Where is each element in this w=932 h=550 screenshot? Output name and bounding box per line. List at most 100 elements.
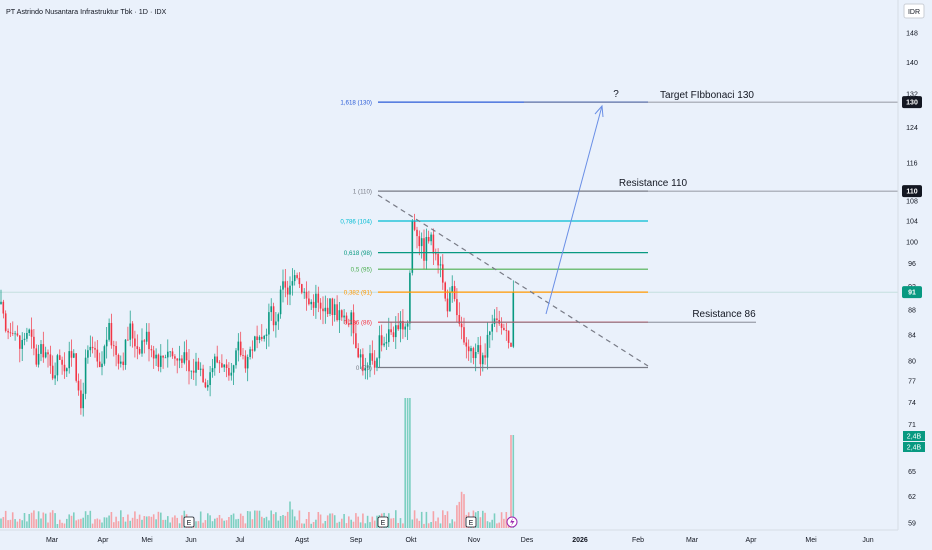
candle-body [279, 289, 282, 315]
volume-bar [199, 511, 202, 528]
candle-body [218, 362, 221, 364]
candle-body [348, 323, 350, 325]
x-tick-label: Des [521, 537, 534, 544]
trend-drawings[interactable] [377, 104, 649, 367]
candle-body [472, 348, 475, 358]
candle-body [399, 320, 402, 330]
candle-body [167, 351, 169, 358]
volume-bar [310, 523, 312, 528]
volume-badge [903, 442, 925, 452]
candle-body [96, 349, 99, 362]
volume-bar [122, 517, 124, 528]
candle-body [63, 364, 66, 372]
candle-body [423, 238, 425, 261]
volume-bar [129, 520, 131, 528]
volume-bar [282, 515, 284, 528]
candle-body [232, 365, 235, 373]
volume-bar [430, 522, 432, 528]
earnings-marker-label: E [469, 520, 474, 527]
candle-body [258, 336, 261, 340]
volume-bar [376, 515, 378, 528]
candle-body [312, 301, 315, 308]
currency-label[interactable]: IDR [903, 3, 925, 19]
candle-body [188, 360, 190, 372]
volume-bar [171, 517, 174, 528]
price-axis[interactable]: 1481401321241161081041009692888480777471… [902, 31, 925, 528]
volume-bar [326, 515, 329, 528]
candle-body [362, 354, 364, 371]
price-badge-130: 130 [902, 96, 922, 109]
candle-body [416, 229, 418, 237]
candle-body [298, 277, 301, 285]
volume-bar [254, 510, 256, 528]
candle-body [251, 349, 254, 351]
candle-body [174, 356, 176, 359]
target-arrow-line[interactable] [545, 105, 603, 315]
candle-body [289, 285, 291, 295]
volume-bar [423, 523, 425, 528]
candlestick-series [0, 213, 515, 417]
earnings-marker[interactable] [183, 516, 195, 528]
candle-body [73, 353, 75, 358]
volume-badge-text: 2,4B [907, 434, 922, 441]
candle-body [239, 341, 242, 356]
volume-bar [4, 510, 7, 528]
volume-bar [223, 520, 225, 528]
candle-body [350, 312, 352, 325]
annotation-label: Resistance 110 [619, 178, 688, 189]
earnings-marker[interactable] [377, 516, 389, 528]
candle-body [94, 348, 96, 350]
volume-bar [397, 523, 399, 528]
volume-bar [463, 494, 465, 528]
candle-body [336, 304, 338, 321]
volume-bar [239, 513, 242, 528]
volume-bar [413, 510, 416, 528]
volume-bar [329, 513, 331, 528]
candle-body [489, 331, 491, 335]
chart-title: PT Astrindo Nusantara Infrastruktur Tbk … [6, 7, 167, 16]
volume-bar [503, 518, 505, 528]
candle-body [451, 286, 453, 293]
candle-body [493, 318, 496, 325]
x-tick-label: Sep [350, 537, 363, 544]
candle-body [209, 372, 211, 385]
candle-body [505, 330, 508, 331]
candle-body [486, 334, 489, 358]
candle-body [404, 326, 406, 330]
volume-bar [373, 520, 376, 528]
volume-bar [324, 521, 327, 528]
candle-body [105, 339, 108, 347]
earnings-marker[interactable] [465, 516, 477, 528]
candle-body [195, 361, 197, 373]
candle-body [176, 358, 178, 361]
volume-bar [225, 520, 228, 528]
volume-bar [486, 521, 489, 528]
x-tick-label: Jul [236, 537, 245, 544]
volume-bar [460, 491, 463, 528]
volume-bar [409, 398, 411, 528]
candle-body [268, 312, 270, 335]
volume-bar [7, 520, 9, 528]
candle-body [169, 351, 171, 353]
volume-bar [333, 515, 336, 528]
candle-body [359, 354, 362, 358]
volume-bar [390, 518, 392, 528]
candle-body [178, 358, 181, 361]
y-tick-label: 59 [908, 521, 916, 528]
x-tick-label: Mei [141, 537, 153, 544]
candle-body [376, 358, 378, 368]
candle-body [47, 352, 49, 355]
candle-body [296, 275, 298, 278]
volume-bar [362, 513, 364, 528]
candle-body [474, 352, 477, 359]
time-axis[interactable]: Mar Apr Mei Jun Jul Agst Sep Okt Nov Des 2026 Feb Ma… [46, 537, 874, 544]
candle-body [390, 329, 392, 333]
fib-level-label: 0,236 (86) [344, 320, 372, 327]
candle-body [465, 342, 468, 347]
candle-body [181, 358, 183, 363]
volume-bar [44, 513, 47, 528]
volume-bar [63, 523, 66, 528]
volume-bar [336, 522, 338, 528]
volume-bar [178, 523, 181, 528]
